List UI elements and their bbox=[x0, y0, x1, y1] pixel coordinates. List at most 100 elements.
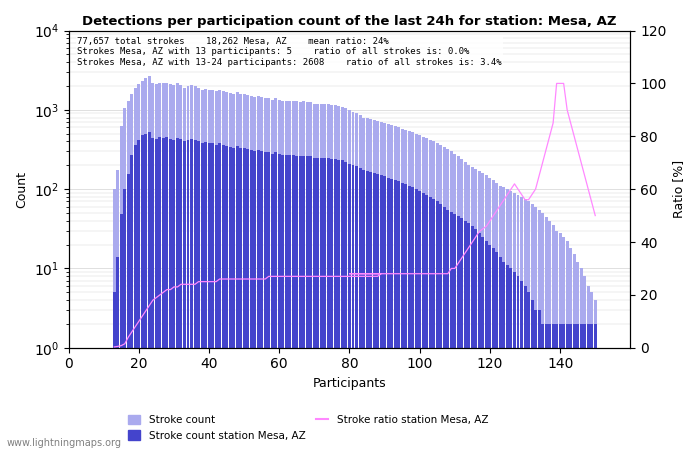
Bar bbox=[555, 230, 558, 450]
Bar bbox=[541, 213, 544, 450]
Bar bbox=[468, 223, 470, 450]
Bar bbox=[334, 105, 337, 450]
Bar bbox=[337, 106, 340, 450]
Bar bbox=[285, 101, 288, 450]
Bar bbox=[594, 300, 596, 450]
Bar bbox=[485, 175, 488, 450]
Bar bbox=[130, 94, 133, 450]
Bar bbox=[183, 141, 186, 450]
Bar bbox=[222, 145, 225, 450]
Bar bbox=[393, 126, 397, 450]
Bar bbox=[337, 160, 340, 450]
Bar bbox=[358, 168, 361, 450]
Bar bbox=[257, 150, 260, 450]
Bar bbox=[418, 135, 421, 450]
Bar bbox=[464, 220, 467, 450]
Bar bbox=[400, 183, 404, 450]
Bar bbox=[313, 104, 316, 450]
Bar bbox=[169, 139, 172, 450]
Bar bbox=[411, 188, 414, 450]
Bar bbox=[134, 145, 136, 450]
Bar bbox=[414, 134, 418, 450]
Bar bbox=[120, 126, 122, 450]
Bar bbox=[151, 138, 155, 450]
Bar bbox=[457, 156, 460, 450]
Bar bbox=[594, 324, 596, 450]
Bar bbox=[271, 154, 274, 450]
Bar bbox=[134, 88, 136, 450]
Bar bbox=[116, 257, 119, 450]
Bar bbox=[461, 218, 463, 450]
Bar bbox=[587, 286, 589, 450]
Bar bbox=[520, 281, 523, 450]
Bar bbox=[222, 90, 225, 450]
Bar bbox=[246, 149, 249, 450]
Bar bbox=[278, 99, 281, 450]
Bar bbox=[253, 97, 256, 450]
Bar bbox=[323, 158, 326, 450]
Bar bbox=[260, 151, 263, 450]
Bar bbox=[211, 143, 214, 450]
Bar bbox=[372, 120, 376, 450]
Bar bbox=[379, 122, 383, 450]
Bar bbox=[393, 180, 397, 450]
Bar bbox=[454, 214, 456, 450]
Bar bbox=[482, 173, 484, 450]
Bar bbox=[404, 130, 407, 450]
Bar bbox=[204, 142, 207, 450]
Bar bbox=[246, 95, 249, 450]
Bar bbox=[348, 164, 351, 450]
Bar bbox=[461, 159, 463, 450]
Bar bbox=[190, 139, 193, 450]
Bar bbox=[566, 324, 568, 450]
Bar bbox=[362, 117, 365, 450]
Bar bbox=[218, 143, 221, 450]
Bar bbox=[239, 94, 242, 450]
Bar bbox=[274, 98, 277, 450]
Bar bbox=[158, 83, 162, 450]
Bar bbox=[302, 101, 305, 450]
Bar bbox=[190, 85, 193, 450]
Bar bbox=[513, 193, 516, 450]
Bar bbox=[457, 216, 460, 450]
Bar bbox=[450, 151, 453, 450]
Bar bbox=[400, 129, 404, 450]
Bar bbox=[503, 188, 505, 450]
Bar bbox=[348, 110, 351, 450]
Bar bbox=[425, 138, 428, 450]
Bar bbox=[316, 158, 319, 450]
Bar bbox=[447, 210, 449, 450]
Bar bbox=[127, 101, 130, 450]
Bar bbox=[496, 252, 498, 450]
Bar bbox=[162, 138, 165, 450]
Bar bbox=[232, 148, 235, 450]
Bar bbox=[386, 124, 390, 450]
Bar bbox=[404, 184, 407, 450]
Bar bbox=[576, 324, 579, 450]
Y-axis label: Ratio [%]: Ratio [%] bbox=[672, 160, 685, 218]
Bar bbox=[351, 112, 354, 450]
Bar bbox=[264, 153, 267, 450]
Bar bbox=[144, 78, 148, 450]
Bar bbox=[369, 172, 372, 450]
Bar bbox=[236, 146, 239, 450]
Bar bbox=[573, 324, 575, 450]
Bar bbox=[186, 140, 190, 450]
Bar bbox=[116, 170, 119, 450]
Bar bbox=[320, 158, 323, 450]
Bar bbox=[320, 104, 323, 450]
Bar bbox=[541, 324, 544, 450]
Bar bbox=[299, 156, 302, 450]
Bar bbox=[295, 156, 298, 450]
Bar bbox=[531, 300, 533, 450]
Bar bbox=[503, 262, 505, 450]
Bar bbox=[492, 248, 495, 450]
Bar bbox=[587, 324, 589, 450]
Bar bbox=[464, 162, 467, 450]
Bar bbox=[309, 102, 312, 450]
Bar bbox=[590, 324, 593, 450]
Bar bbox=[545, 324, 547, 450]
Bar bbox=[292, 101, 295, 450]
Bar bbox=[566, 241, 568, 450]
Bar bbox=[148, 76, 151, 450]
